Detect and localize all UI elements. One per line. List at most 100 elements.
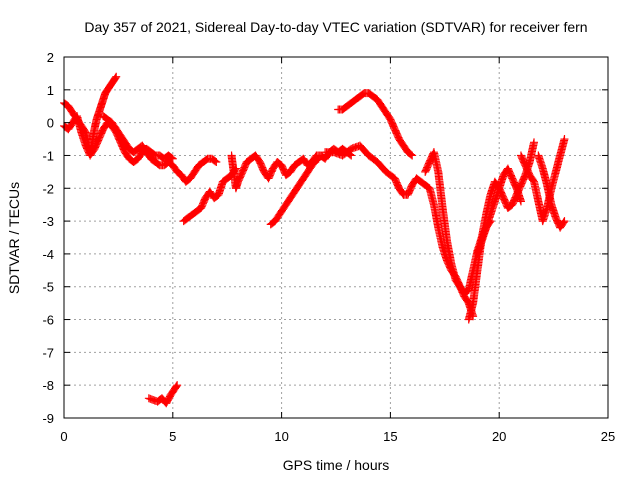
data-point [160, 161, 169, 170]
data-point [408, 151, 417, 160]
data-point [142, 148, 151, 157]
data-point [421, 167, 430, 176]
data-point [277, 161, 286, 170]
data-point [525, 171, 534, 180]
y-tick-label: 2 [47, 50, 54, 65]
y-tick-label: 0 [47, 116, 54, 131]
data-point [503, 203, 512, 212]
data-point [231, 184, 240, 193]
data-point [133, 154, 142, 163]
data-point [530, 177, 539, 186]
data-point [351, 95, 360, 104]
data-point [168, 161, 177, 170]
data-point [197, 203, 206, 212]
data-point [116, 131, 125, 140]
data-point [99, 125, 108, 134]
y-tick-label: -9 [42, 411, 54, 426]
x-tick-label: 10 [274, 429, 288, 444]
data-point [490, 177, 499, 186]
chart-title: Day 357 of 2021, Sidereal Day-to-day VTE… [84, 19, 587, 35]
y-tick-label: -8 [42, 378, 54, 393]
data-point [94, 135, 103, 144]
data-layer [60, 72, 569, 408]
data-point [112, 72, 121, 81]
data-point [188, 210, 197, 219]
data-point [151, 158, 160, 167]
data-point [234, 177, 243, 186]
data-point [464, 315, 473, 324]
data-point [194, 161, 203, 170]
plot-frame [63, 56, 609, 419]
data-point [547, 200, 556, 209]
data-point [164, 158, 173, 167]
data-point [495, 184, 504, 193]
data-point [212, 158, 221, 167]
y-tick-label: -4 [42, 247, 54, 262]
data-point [403, 148, 412, 157]
data-point [292, 184, 301, 193]
data-point [177, 171, 186, 180]
x-axis-label: GPS time / hours [283, 457, 390, 473]
data-point [290, 161, 299, 170]
data-point [429, 148, 438, 157]
data-point [275, 210, 284, 219]
data-point [477, 236, 486, 245]
data-point [347, 144, 356, 153]
data-point [73, 112, 82, 121]
data-point [486, 190, 495, 199]
y-tick-label: -7 [42, 345, 54, 360]
data-point [186, 174, 195, 183]
data-point [516, 151, 525, 160]
data-point [508, 200, 517, 209]
data-point [94, 108, 103, 117]
data-point [499, 171, 508, 180]
data-point [530, 138, 539, 147]
data-point [408, 180, 417, 189]
data-point [447, 259, 456, 268]
data-point [125, 144, 134, 153]
data-point [301, 171, 310, 180]
data-point [534, 151, 543, 160]
x-tick-label: 25 [601, 429, 615, 444]
data-point [442, 236, 451, 245]
x-tick-label: 20 [492, 429, 506, 444]
data-point [99, 112, 108, 121]
data-point [242, 158, 251, 167]
data-point [451, 276, 460, 285]
data-point [173, 381, 182, 390]
data-point [373, 95, 382, 104]
data-point [288, 190, 297, 199]
series-segment-14 [144, 381, 182, 408]
data-point [138, 141, 147, 150]
x-tick-label: 5 [169, 429, 176, 444]
data-point [297, 177, 306, 186]
y-tick-label: -3 [42, 214, 54, 229]
data-point [166, 391, 175, 400]
data-point [266, 220, 275, 229]
data-point [421, 180, 430, 189]
data-point [299, 154, 308, 163]
data-point [227, 151, 236, 160]
data-point [473, 249, 482, 258]
data-point [342, 102, 351, 111]
data-point [543, 180, 552, 189]
data-point [214, 190, 223, 199]
data-point [238, 167, 247, 176]
data-point [284, 197, 293, 206]
data-point [556, 223, 565, 232]
data-point [460, 289, 469, 298]
y-tick-label: -6 [42, 313, 54, 328]
data-point [181, 177, 190, 186]
data-point [251, 151, 260, 160]
data-point [64, 125, 73, 134]
data-point [207, 154, 216, 163]
data-point [129, 158, 138, 167]
data-point [133, 144, 142, 153]
data-point [364, 89, 373, 98]
data-point [92, 115, 101, 124]
data-point [355, 92, 364, 101]
data-point [399, 141, 408, 150]
series-segment-3 [99, 112, 221, 186]
data-point [149, 395, 158, 404]
